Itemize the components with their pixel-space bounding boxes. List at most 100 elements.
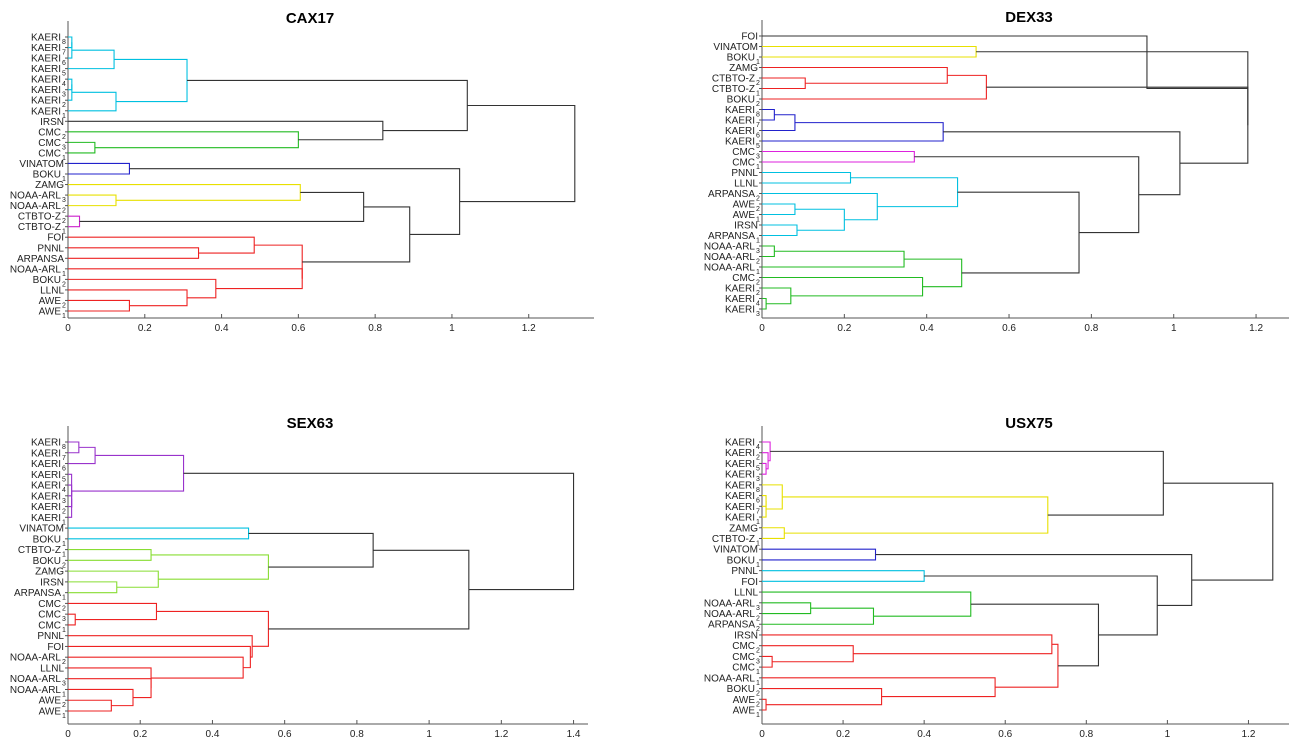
dendrogram-panel-dex33: DEX33 0 0.2 0.4 0.6 0.8 1 1.2 FOI VINATOM BOKU 1 ZAM…	[646, 0, 1293, 368]
chart-title: DEX33	[1005, 9, 1053, 26]
leaf-label: AWE	[733, 695, 756, 706]
leaf-label-subscript: 1	[62, 313, 66, 320]
leaf-label-subscript: 1	[62, 627, 66, 634]
x-tick-label: 0.8	[1079, 729, 1093, 737]
dendrogram-link	[762, 527, 785, 540]
leaf-label-subscript: 8	[756, 487, 760, 494]
dendrogram-link	[68, 549, 152, 561]
dendrogram-link	[762, 122, 944, 142]
leaf-label: KAERI	[31, 106, 61, 117]
leaf-label: BOKU	[33, 170, 61, 181]
dendrogram-link	[762, 500, 767, 518]
dendrogram-link	[68, 678, 152, 699]
leaf-label: ARPANSA	[708, 231, 755, 242]
leaf-label: IRSN	[734, 630, 758, 641]
leaf-label: KAERI	[31, 33, 61, 44]
x-tick-label: 1	[426, 729, 432, 737]
dendrogram-link	[68, 441, 80, 454]
x-tick-label: 0	[65, 729, 71, 737]
dendrogram-link	[68, 688, 134, 707]
leaf-label-subscript: 3	[756, 658, 760, 665]
x-tick-label: 0.8	[368, 323, 382, 334]
dendrogram-link	[68, 215, 81, 228]
leaf-label-subscript: 2	[62, 509, 66, 516]
leaf-label: ARPANSA	[17, 254, 64, 265]
leaf-label: NOAA-ARL	[704, 598, 756, 609]
leaf-label: CMC	[732, 273, 755, 284]
leaf-label: FOI	[741, 32, 758, 43]
leaf-label: KAERI	[31, 54, 61, 65]
leaf-label: AWE	[39, 307, 62, 318]
leaf-label-subscript: 2	[756, 259, 760, 266]
leaf-label: BOKU	[33, 275, 61, 286]
leaf-label: BOKU	[727, 53, 755, 64]
dendrogram-link	[762, 634, 1053, 655]
leaf-label: NOAA-ARL	[704, 609, 756, 620]
leaf-label-subscript: 2	[756, 626, 760, 633]
leaf-label-subscript: 3	[62, 92, 66, 99]
leaf-label: CMC	[38, 620, 61, 631]
leaf-label: NOAA-ARL	[10, 191, 62, 202]
leaf-label-subscript: 2	[756, 206, 760, 213]
leaf-label: NOAA-ARL	[10, 674, 62, 685]
leaf-label-subscript: 1	[756, 59, 760, 66]
leaf-label: LLNL	[734, 179, 758, 190]
dendrogram-link	[68, 699, 112, 712]
leaf-label: KAERI	[725, 284, 755, 295]
dendrogram-link	[762, 655, 773, 668]
dendrogram-link	[762, 441, 771, 462]
leaf-label-subscript: 1	[62, 176, 66, 183]
leaf-label: CTBTO-Z	[712, 534, 755, 545]
leaf-label: AWE	[39, 707, 62, 718]
leaf-label: CMC	[38, 599, 61, 610]
leaf-label-subscript: 2	[62, 562, 66, 569]
dendrogram-link	[762, 203, 796, 216]
leaf-label-subscript: 2	[756, 80, 760, 87]
leaf-label: BOKU	[727, 555, 755, 566]
leaf-label-subscript: 1	[756, 91, 760, 98]
leaf-label-subscript: 1	[756, 669, 760, 676]
leaf-label: KAERI	[31, 459, 61, 470]
leaf-label: CTBTO-Z	[712, 84, 755, 95]
leaf-label: PNNL	[731, 168, 758, 179]
x-tick-label: 0.4	[917, 729, 931, 737]
dendrogram-link	[268, 549, 470, 630]
leaf-label-subscript: 1	[62, 595, 66, 602]
dendrogram-link	[1163, 482, 1274, 581]
dendrogram-link	[875, 554, 1193, 607]
dendrogram-link	[254, 244, 303, 279]
dendrogram-link	[71, 454, 185, 492]
leaf-label: KAERI	[725, 294, 755, 305]
dendrogram-link	[762, 250, 905, 268]
dendrogram-link	[850, 177, 959, 208]
dendrogram-link	[762, 108, 775, 121]
dendrogram-link	[68, 42, 73, 59]
leaf-label: BOKU	[33, 534, 61, 545]
leaf-label: KAERI	[31, 491, 61, 502]
dendrogram-link	[762, 66, 948, 84]
leaf-label: KAERI	[725, 137, 755, 148]
leaf-label: PNNL	[731, 566, 758, 577]
leaf-label-subscript: 1	[756, 238, 760, 245]
dendrogram-link	[782, 496, 1049, 534]
leaf-label-subscript: 4	[756, 444, 760, 451]
leaf-label: CMC	[38, 127, 61, 138]
leaf-label-subscript: 2	[756, 691, 760, 698]
leaf-label: KAERI	[31, 448, 61, 459]
leaf-label-subscript: 3	[756, 248, 760, 255]
dendrogram-link	[762, 114, 796, 132]
leaf-label-subscript: 2	[756, 455, 760, 462]
leaf-label: CTBTO-Z	[712, 74, 755, 85]
dendrogram-link	[151, 554, 269, 580]
dendrogram-link	[68, 446, 96, 465]
dendrogram-link	[68, 581, 118, 594]
leaf-label: CMC	[732, 641, 755, 652]
x-tick-label: 0.2	[837, 323, 851, 334]
leaf-label-subscript: 3	[756, 154, 760, 161]
x-tick-label: 1	[1171, 323, 1177, 334]
dendrogram-link	[762, 150, 915, 163]
x-tick-label: 0.4	[205, 729, 219, 737]
leaf-label: IRSN	[734, 221, 758, 232]
dendrogram-link	[970, 603, 1100, 667]
